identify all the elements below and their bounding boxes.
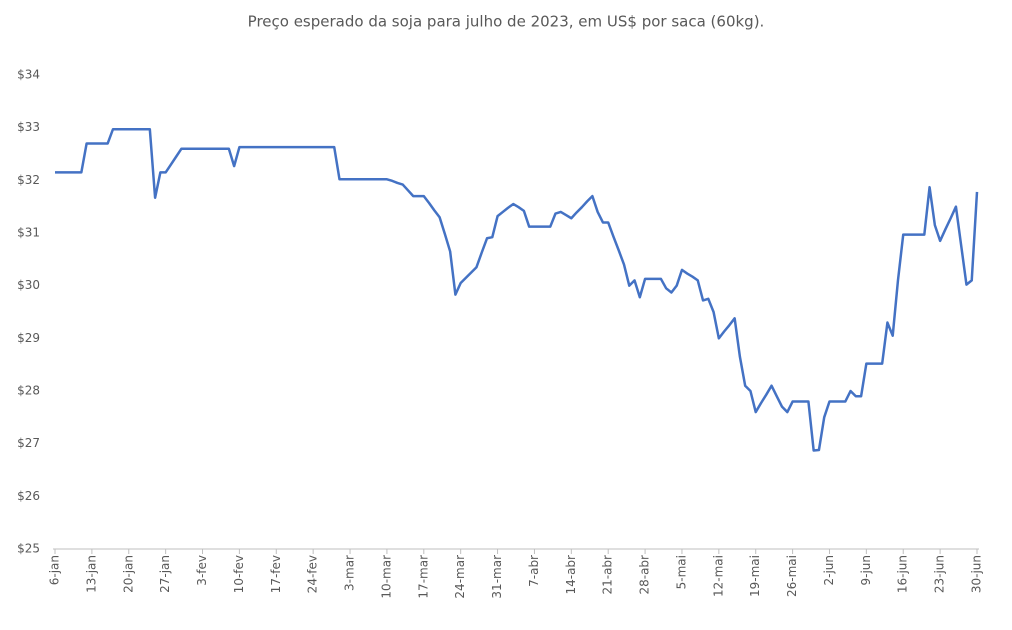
x-tick-label: 13-jan	[84, 555, 98, 593]
y-tick-label: $30	[17, 278, 40, 292]
x-tick-label: 17-fev	[269, 555, 283, 593]
x-tick-label: 2-jun	[822, 555, 836, 586]
x-tick-label: 31-mar	[490, 555, 504, 599]
y-tick-label: $28	[17, 384, 40, 398]
x-tick-label: 23-jun	[933, 555, 947, 593]
x-tick-label: 7-abr	[527, 555, 541, 587]
y-tick-label: $26	[17, 489, 40, 503]
x-tick-label: 21-abr	[601, 555, 615, 595]
x-tick-label: 26-mai	[785, 555, 799, 597]
x-tick-label: 6-jan	[48, 555, 62, 585]
x-tick-label: 24-mar	[453, 555, 467, 599]
x-tick-label: 14-abr	[564, 555, 578, 595]
y-tick-label: $32	[17, 173, 40, 187]
x-tick-label: 3-fev	[195, 555, 209, 586]
line-series	[55, 128, 979, 452]
x-tick-label: 24-fev	[306, 555, 320, 593]
x-tick-label: 12-mai	[711, 555, 725, 597]
x-tick-label: 10-fev	[232, 555, 246, 593]
x-tick-label: 28-abr	[638, 555, 652, 595]
x-tick-label: 17-mar	[416, 555, 430, 599]
y-tick-label: $31	[17, 226, 40, 240]
x-tick-label: 30-jun	[970, 555, 984, 593]
y-tick-label: $25	[17, 542, 40, 556]
x-tick-label: 3-mar	[343, 555, 357, 591]
x-tick-label: 19-mai	[748, 555, 762, 597]
x-tick-label: 5-mai	[674, 555, 688, 589]
y-tick-label: $29	[17, 331, 40, 345]
x-tick-label: 20-jan	[121, 555, 135, 593]
y-tick-label: $34	[17, 68, 40, 82]
y-tick-label: $33	[17, 120, 40, 134]
x-tick-label: 9-jun	[859, 555, 873, 586]
x-tick-label: 10-mar	[379, 555, 393, 599]
y-tick-label: $27	[17, 436, 40, 450]
x-tick-label: 27-jan	[158, 555, 172, 593]
x-tick-label: 16-jun	[896, 555, 910, 593]
chart-title: Preço esperado da soja para julho de 202…	[248, 13, 765, 31]
